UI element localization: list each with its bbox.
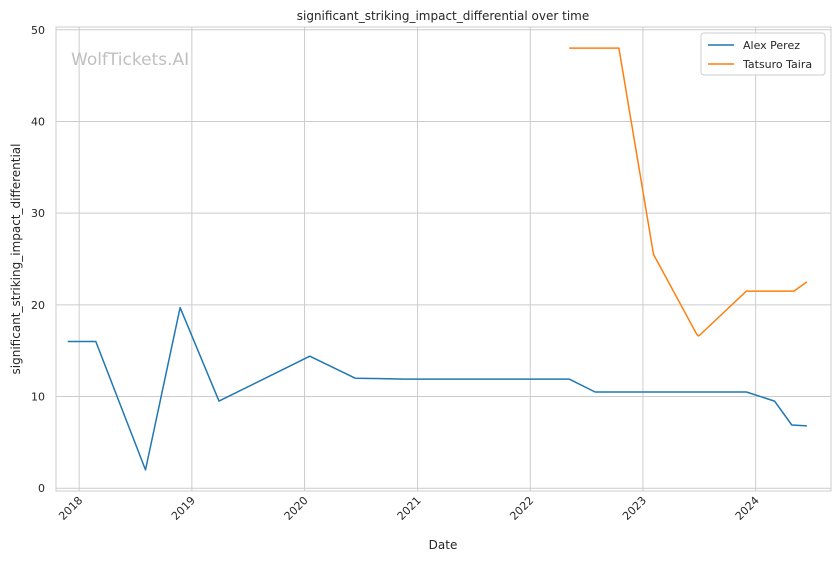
x-tick-labels: 2018 2019 2020 2021 2022 2023 2024	[56, 494, 761, 523]
x-tick-label: 2023	[620, 494, 649, 523]
chart-title: significant_striking_impact_differential…	[297, 9, 589, 23]
x-tick-label: 2018	[56, 494, 85, 523]
y-tick-labels: 0 10 20 30 40 50	[31, 24, 45, 495]
series-line-alex-perez	[67, 306, 807, 471]
gridlines	[56, 27, 831, 491]
x-axis-label: Date	[429, 538, 458, 552]
y-tick-label: 30	[31, 207, 45, 220]
x-tick-label: 2024	[733, 494, 762, 523]
y-tick-label: 40	[31, 115, 45, 128]
x-tick-label: 2021	[395, 494, 424, 523]
series-lines	[67, 47, 808, 471]
plot-area	[55, 26, 832, 492]
y-tick-label: 20	[31, 299, 45, 312]
legend-label-alex-perez: Alex Perez	[743, 39, 800, 52]
x-tick-label: 2019	[169, 494, 198, 523]
y-axis-label: significant_striking_impact_differential	[9, 144, 23, 375]
x-tick-label: 2020	[282, 494, 311, 523]
y-tick-label: 0	[38, 482, 45, 495]
y-tick-label: 50	[31, 24, 45, 37]
legend: Alex Perez Tatsuro Taira	[700, 32, 826, 76]
y-tick-label: 10	[31, 391, 45, 404]
watermark: WolfTickets.AI	[71, 50, 189, 70]
series-line-tatsuro-taira	[569, 47, 808, 337]
x-tick-label: 2022	[507, 494, 536, 523]
legend-label-tatsuro-taira: Tatsuro Taira	[742, 58, 812, 71]
